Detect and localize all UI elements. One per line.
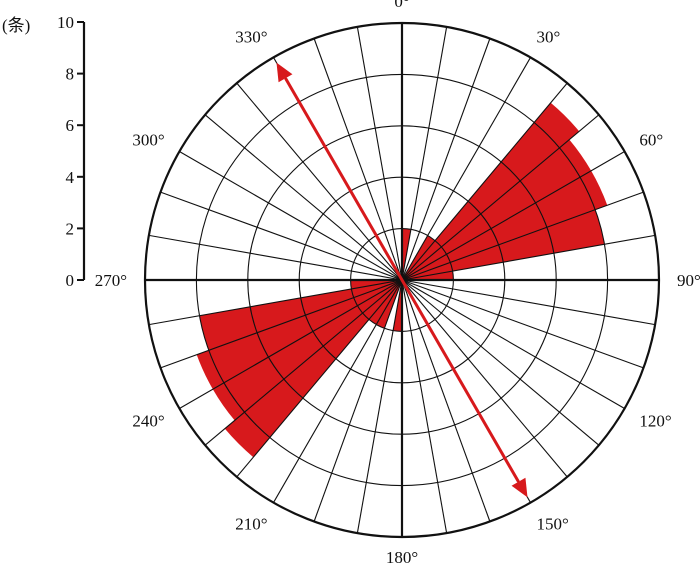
angle-label-60: 60° [639, 131, 663, 150]
angle-label-300: 300° [132, 131, 164, 150]
grid-spoke-40 [401, 82, 568, 281]
scale-tick-label-0: 0 [66, 271, 75, 290]
arrow-shaft [284, 77, 520, 483]
grid-spoke-170 [401, 279, 448, 534]
rose-bin-40 [402, 102, 580, 280]
grid-spoke-20 [401, 38, 491, 281]
angle-label-90: 90° [677, 271, 700, 290]
unit-label: (条) [2, 16, 30, 35]
scale-bar: 0 2 4 6 8 10 [57, 13, 86, 290]
grid-spoke-320 [236, 82, 403, 281]
grid-spoke-290 [160, 191, 403, 281]
grid-spoke-260 [148, 279, 403, 326]
angle-labels: 0° 30° 60° 90° 120° 150° 180° 210° 240° 270° 300° 3… [95, 0, 700, 567]
scale-tick-label-10: 10 [57, 13, 74, 32]
scale-tick-label-4: 4 [66, 168, 75, 187]
grid-spoke-340 [313, 38, 403, 281]
rose-bin-230 [212, 280, 402, 421]
rose-bin-250 [199, 280, 402, 351]
polar-grid [143, 21, 661, 539]
scale-tick-label-6: 6 [66, 116, 75, 135]
grid-spoke-110 [401, 279, 644, 369]
grid-spoke-230 [204, 279, 403, 446]
angle-label-120: 120° [639, 412, 671, 431]
grid-spoke-70 [401, 191, 644, 281]
grid-spoke-50 [401, 114, 600, 281]
grid-spoke-60 [401, 151, 625, 281]
orientation-arrow [276, 62, 528, 498]
grid-spoke-140 [401, 279, 568, 478]
grid-spoke-200 [313, 279, 403, 522]
grid-spoke-250 [160, 279, 403, 369]
angle-label-150: 150° [537, 514, 569, 533]
grid-spoke-280 [148, 234, 403, 281]
rose-bin-240 [196, 280, 402, 390]
grid-spoke-220 [236, 279, 403, 478]
rose-bin-60 [402, 170, 608, 280]
grid-spoke-80 [401, 234, 656, 281]
grid-spoke-160 [401, 279, 491, 522]
grid-spoke-300 [179, 151, 403, 281]
rose-bin-210 [368, 280, 402, 325]
grid-spoke-310 [204, 114, 403, 281]
arrow-head-330 [276, 62, 293, 83]
grid-spoke-350 [356, 26, 403, 281]
rose-bin-30 [402, 235, 436, 280]
angle-label-330: 330° [235, 28, 267, 47]
grid-spoke-10 [401, 26, 448, 281]
angle-label-30: 30° [537, 28, 561, 47]
scale-tick-label-8: 8 [66, 65, 75, 84]
grid-spoke-100 [401, 279, 656, 326]
grid-spoke-210 [273, 279, 403, 503]
grid-spoke-30 [401, 57, 531, 281]
grid-spoke-190 [356, 279, 403, 534]
grid-spoke-130 [401, 279, 600, 446]
grid-spoke-120 [401, 279, 625, 409]
rose-bin-220 [224, 280, 402, 458]
angle-label-210: 210° [235, 514, 267, 533]
angle-label-180: 180° [386, 548, 418, 567]
angle-label-240: 240° [132, 412, 164, 431]
angle-label-270: 270° [95, 271, 127, 290]
arrow-head-150 [511, 477, 528, 498]
rose-bin-70 [402, 209, 605, 280]
scale-tick-label-2: 2 [66, 219, 75, 238]
angle-label-0: 0° [394, 0, 409, 11]
rose-bin-50 [402, 139, 592, 280]
grid-spoke-240 [179, 279, 403, 409]
